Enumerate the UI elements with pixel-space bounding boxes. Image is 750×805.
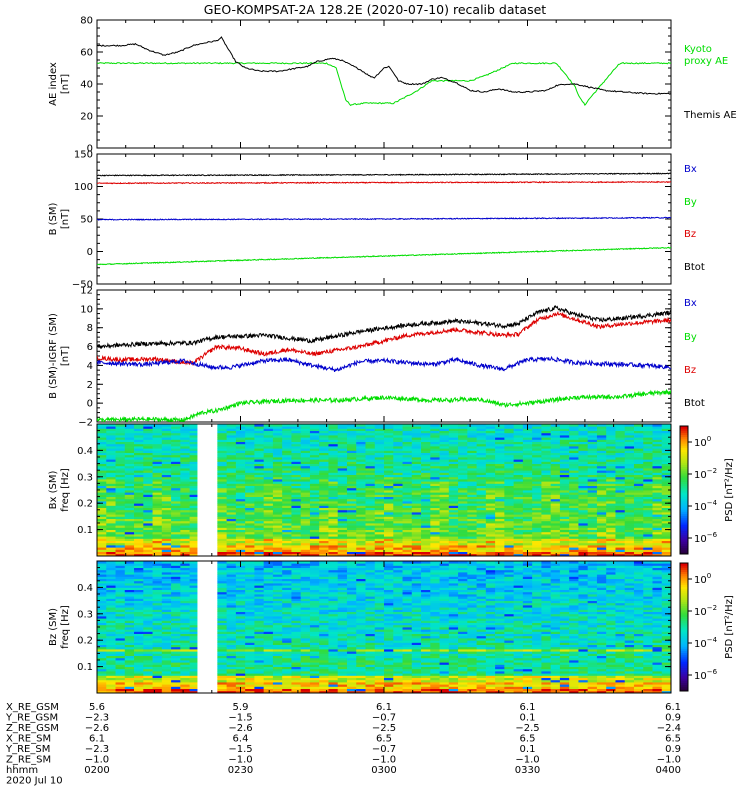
colorbar: 100 10−2 10−4 10−6 PSD [nT²/Hz] [680, 426, 735, 555]
legend-kyoto: Kyoto [684, 44, 712, 55]
y-tick-label: 100 [74, 182, 93, 193]
y-axis-label-line2: [nT] [60, 209, 71, 229]
legend-proxy-ae: proxy AE [684, 56, 728, 67]
y-tick-label: 60 [80, 48, 93, 59]
panel-frame [97, 20, 671, 148]
y-axis-label-line1: Bx (SM) [48, 471, 59, 510]
y-tick-label: 2 [87, 380, 93, 391]
colorbar-tick-label: 10−6 [694, 531, 718, 545]
panel-dbsm: −2 0 2 4 6 8 10 12 B (SM)-IGRF (SM)[nT] Bx By Bz Bto… [48, 286, 705, 429]
y-axis-label-line1: B (SM)-IGRF (SM) [48, 313, 59, 399]
y-tick-label: 6 [87, 342, 93, 353]
y-axis-label-line2: freq [Hz] [60, 468, 71, 512]
legend-btot: Btot [684, 262, 705, 273]
legend-bz: Bz [684, 365, 696, 376]
y-axis-label: AE index[nT] [48, 62, 71, 106]
y-tick-label: 8 [87, 323, 93, 334]
y-tick-label: 0 [87, 247, 93, 258]
series-kyoto-proxy-ae [97, 63, 671, 106]
legend-bz: Bz [684, 229, 696, 240]
series-btot [97, 306, 671, 348]
chart-title: GEO-KOMPSAT-2A 128.2E (2020-07-10) recal… [204, 2, 547, 17]
y-tick-label: 0.3 [77, 472, 93, 483]
spectrogram-bz_spec [97, 561, 671, 693]
legend-btot: Btot [684, 398, 705, 409]
y-axis-label: B (SM)-IGRF (SM)[nT] [48, 313, 71, 399]
y-tick-label: 0.1 [77, 525, 93, 536]
series-btot [97, 173, 671, 176]
data-gap [197, 424, 216, 556]
legend-by: By [684, 332, 697, 343]
y-tick-label: 150 [74, 150, 93, 161]
series-bz [97, 312, 671, 365]
y-tick-label: −2 [78, 418, 93, 429]
colorbar-label: PSD [nT²/Hz] [724, 458, 735, 522]
colorbar-tick-label: 10−4 [694, 499, 718, 513]
y-tick-label: 20 [80, 112, 93, 123]
y-axis-label-line1: B (SM) [48, 202, 59, 235]
series-bz [97, 182, 671, 184]
series-by [97, 247, 671, 265]
y-tick-label: 12 [80, 286, 93, 297]
legend-by: By [684, 197, 697, 208]
y-tick-label: 40 [80, 80, 93, 91]
spectrogram-bx_spec [97, 424, 671, 556]
colorbar-label-text: PSD [nT²/Hz] [724, 458, 735, 522]
y-tick-label: 10 [80, 304, 93, 315]
y-tick-label: 0 [87, 399, 93, 410]
colorbar-tick-label: 10−2 [694, 467, 717, 481]
legend-bx: Bx [684, 164, 697, 175]
panel-frame [97, 290, 671, 422]
y-tick-label: 0.4 [77, 446, 93, 457]
y-axis-label-line1: AE index [48, 62, 59, 106]
y-tick-label: 0.2 [77, 499, 93, 510]
series-bx [97, 217, 671, 220]
y-axis-label-line2: [nT] [60, 74, 71, 94]
series-bx [97, 357, 671, 372]
legend-themis-ae: Themis AE [683, 110, 737, 121]
y-axis-label: Bx (SM)freq [Hz] [48, 468, 71, 512]
y-axis-label-line2: [nT] [60, 346, 71, 366]
y-tick-label: 4 [87, 361, 93, 372]
y-tick-label: 80 [80, 16, 93, 27]
y-axis-label: B (SM)[nT] [48, 202, 71, 235]
colorbar-tick-label: 100 [694, 435, 711, 449]
series-themis-ae [97, 37, 671, 94]
legend-bx: Bx [684, 298, 697, 309]
y-tick-label: 50 [80, 215, 93, 226]
